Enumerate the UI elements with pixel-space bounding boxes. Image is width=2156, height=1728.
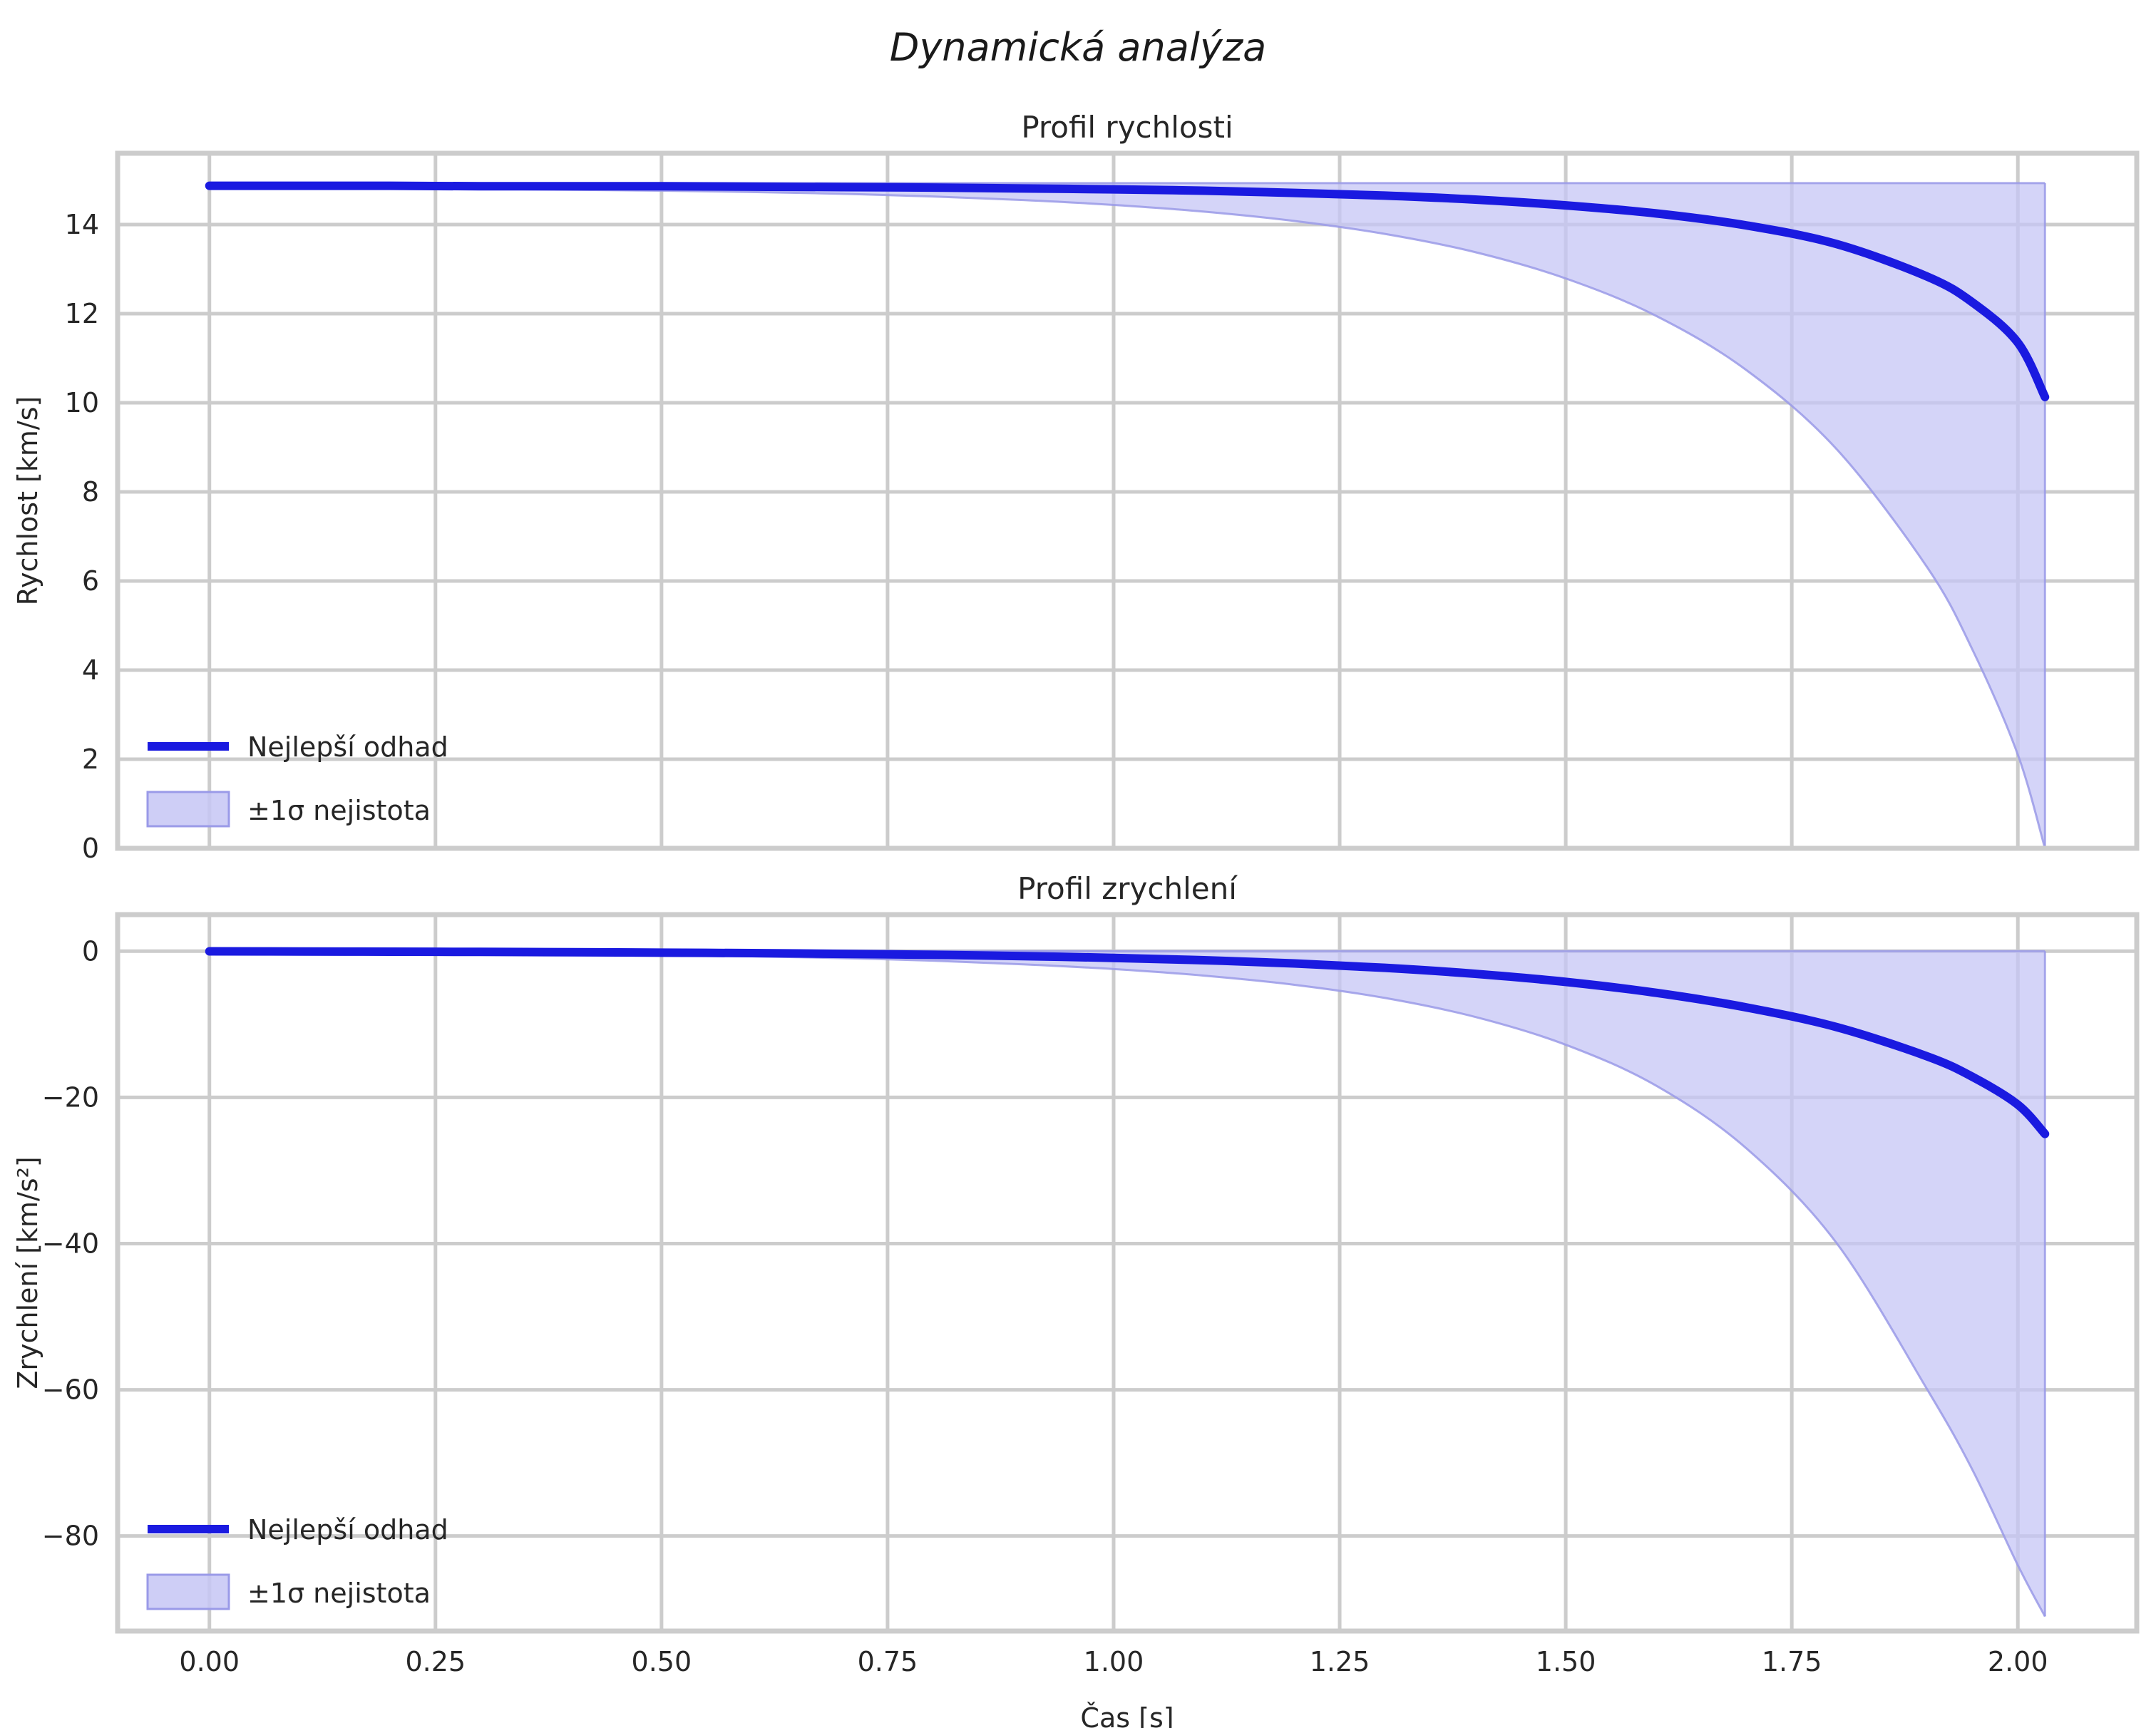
y-tick-label: 4 — [82, 654, 99, 686]
x-tick-label: 0.00 — [179, 1646, 240, 1677]
uncertainty-band — [209, 182, 2045, 848]
subplot-velocity: 0 2 4 6 8 10 12 14 Rychlost [km/s] Profil rychlos… — [12, 110, 2140, 864]
figure-suptitle: Dynamická analýza — [890, 25, 1266, 70]
uncertainty-band-group — [209, 950, 2046, 1618]
uncertainty-band-group — [209, 182, 2046, 848]
y-tick-label: −60 — [42, 1374, 99, 1406]
legend-label-uncertainty: ±1σ nejistota — [247, 795, 431, 826]
legend: Nejlepší odhad ±1σ nejistota — [146, 1514, 448, 1610]
legend-label-best-estimate: Nejlepší odhad — [247, 1514, 448, 1546]
x-tick-label: 0.75 — [858, 1646, 918, 1677]
y-tick-label: 14 — [65, 209, 99, 240]
y-tick-label: 0 — [82, 935, 99, 967]
y-tick-label: −20 — [42, 1081, 99, 1113]
y-axis-label: Rychlost [km/s] — [12, 396, 43, 606]
x-tick-label: 1.25 — [1310, 1646, 1370, 1677]
x-tick-label: 1.00 — [1084, 1646, 1144, 1677]
best-estimate-line — [205, 947, 2050, 1138]
x-axis-label: Čas [s] — [1080, 1702, 1174, 1728]
x-tick-label: 0.25 — [405, 1646, 466, 1677]
subplot-acceleration: 0 −20 −40 −60 −80 Zrychlení [km/s²] Profil zry… — [12, 871, 2140, 1728]
x-tick-label: 1.75 — [1762, 1646, 1822, 1677]
best-estimate-line — [205, 181, 2050, 401]
x-tick-label: 2.00 — [1988, 1646, 2048, 1677]
subplot-title: Profil zrychlení — [1017, 871, 1238, 906]
best-estimate-group — [205, 181, 2050, 401]
axes-spines — [115, 150, 2140, 851]
y-tick-label: 6 — [82, 565, 99, 597]
y-tick-label: 8 — [82, 476, 99, 508]
y-tick-label: 12 — [65, 298, 99, 329]
y-tick-label: −80 — [42, 1521, 99, 1552]
y-tick-label: 2 — [82, 744, 99, 775]
axes-spines — [115, 912, 2140, 1634]
x-tick-label: 0.50 — [632, 1646, 692, 1677]
y-axis-label: Zrychlení [km/s²] — [12, 1156, 43, 1389]
best-estimate-group — [205, 947, 2050, 1138]
legend: Nejlepší odhad ±1σ nejistota — [146, 731, 448, 828]
y-tick-label: 10 — [65, 387, 99, 418]
legend-label-uncertainty: ±1σ nejistota — [247, 1578, 431, 1609]
legend-band-swatch — [146, 1573, 230, 1610]
x-tick-label: 1.50 — [1536, 1646, 1596, 1677]
legend-band-swatch — [146, 791, 230, 828]
y-tick-label: −40 — [42, 1228, 99, 1259]
y-tick-label: 0 — [82, 833, 99, 864]
subplot-title: Profil rychlosti — [1021, 110, 1233, 145]
uncertainty-band — [209, 951, 2045, 1617]
legend-label-best-estimate: Nejlepší odhad — [247, 731, 448, 763]
